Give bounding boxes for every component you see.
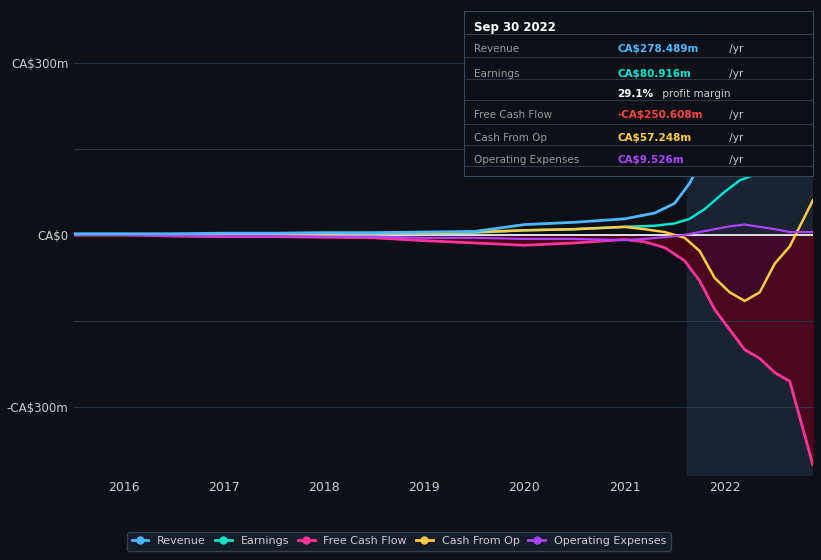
Text: CA$57.248m: CA$57.248m (617, 133, 691, 143)
Text: /yr: /yr (726, 133, 743, 143)
Text: Free Cash Flow: Free Cash Flow (475, 110, 553, 120)
Text: -CA$250.608m: -CA$250.608m (617, 110, 703, 120)
Text: Operating Expenses: Operating Expenses (475, 155, 580, 165)
Text: Earnings: Earnings (475, 69, 520, 79)
Text: /yr: /yr (726, 69, 743, 79)
Legend: Revenue, Earnings, Free Cash Flow, Cash From Op, Operating Expenses: Revenue, Earnings, Free Cash Flow, Cash … (127, 532, 671, 551)
Bar (686, 17, 813, 476)
Text: /yr: /yr (726, 44, 743, 54)
Text: Sep 30 2022: Sep 30 2022 (475, 21, 556, 34)
Text: /yr: /yr (726, 155, 743, 165)
Text: profit margin: profit margin (659, 89, 731, 99)
Text: Revenue: Revenue (475, 44, 520, 54)
Text: 29.1%: 29.1% (617, 89, 654, 99)
Text: CA$80.916m: CA$80.916m (617, 69, 691, 79)
Text: Cash From Op: Cash From Op (475, 133, 548, 143)
Text: CA$278.489m: CA$278.489m (617, 44, 699, 54)
Text: /yr: /yr (726, 110, 743, 120)
Text: CA$9.526m: CA$9.526m (617, 155, 684, 165)
